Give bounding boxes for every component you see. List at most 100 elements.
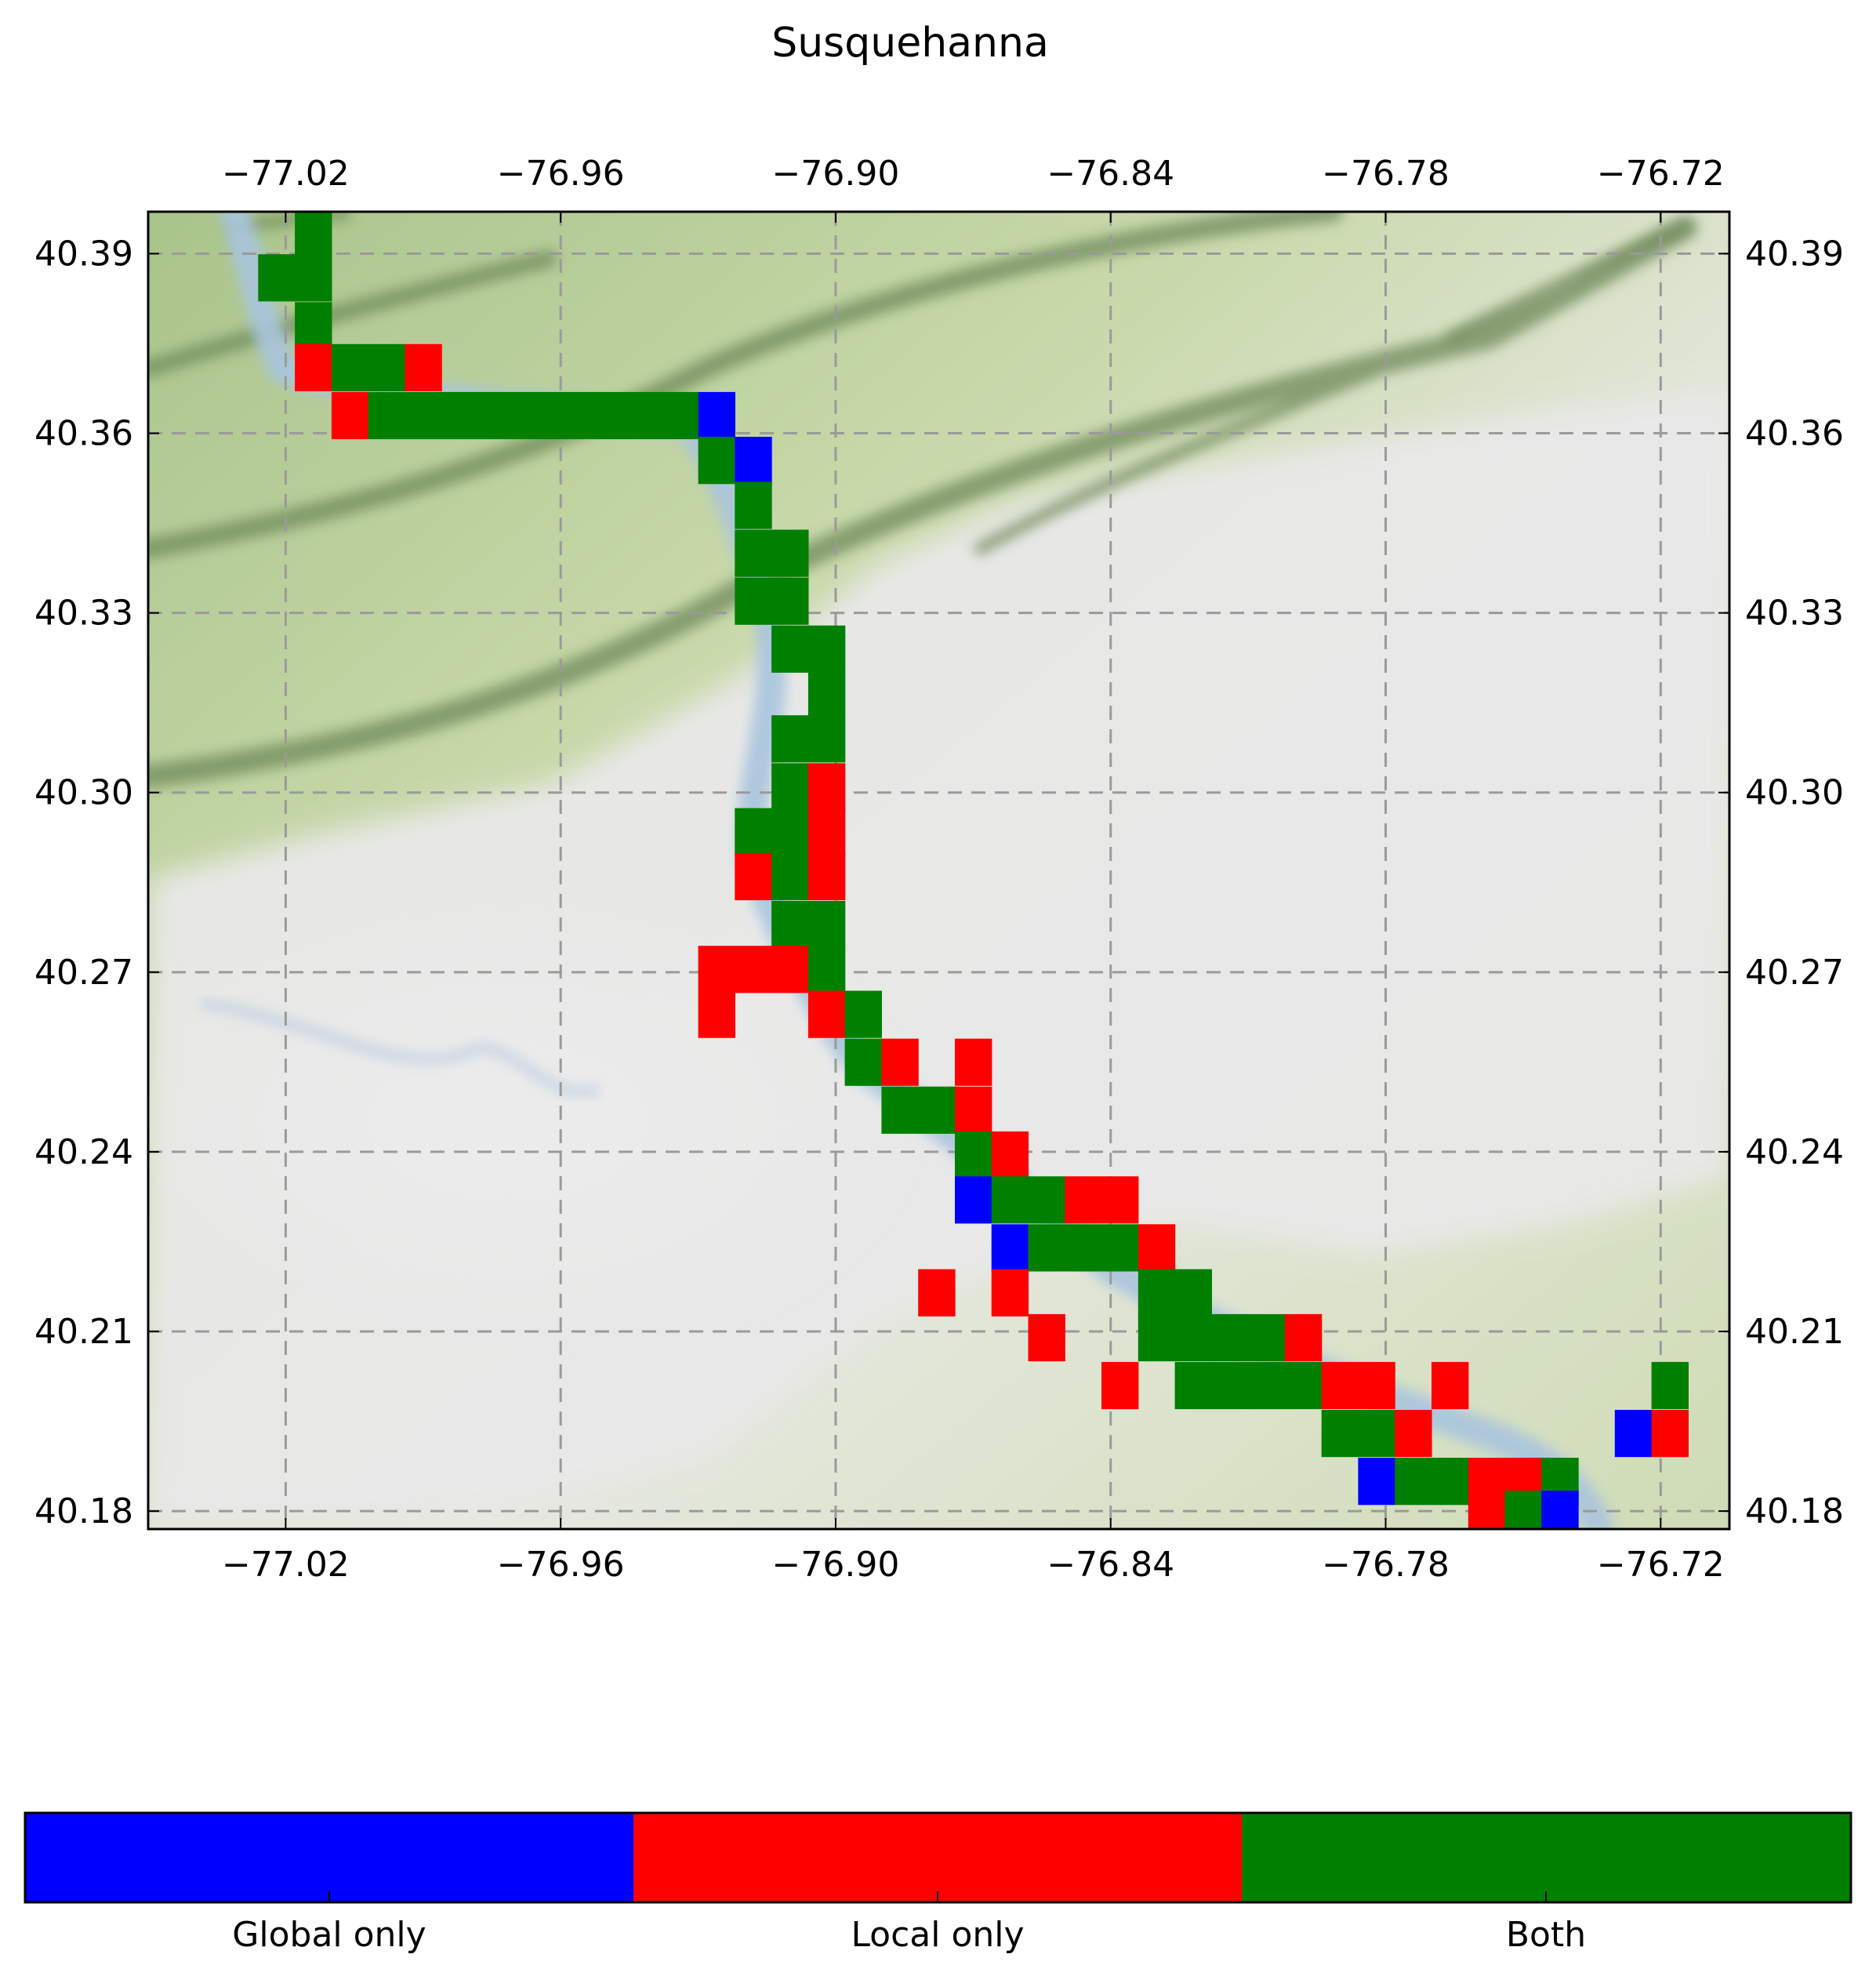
data-cell xyxy=(771,852,809,901)
data-cell xyxy=(698,990,735,1038)
x-tick-label-bottom: −76.84 xyxy=(1047,1545,1174,1585)
x-tick-label-top: −76.90 xyxy=(772,154,900,194)
chart-title: Susquehanna xyxy=(771,20,1049,67)
data-cell xyxy=(918,1269,956,1317)
x-tick-label-top: −76.84 xyxy=(1047,154,1174,194)
data-cell xyxy=(881,1038,919,1086)
data-cell xyxy=(1174,1269,1212,1317)
data-cell xyxy=(735,946,772,993)
data-cell xyxy=(661,391,699,440)
data-cell xyxy=(441,391,479,440)
data-cell xyxy=(1174,1313,1212,1362)
data-cell xyxy=(735,529,772,577)
x-tick-label-bottom: −76.72 xyxy=(1597,1545,1725,1585)
y-tick-label-left: 40.27 xyxy=(34,953,133,993)
data-cell xyxy=(807,715,846,763)
data-cell xyxy=(1651,1361,1689,1410)
data-cells xyxy=(258,212,1689,1529)
colorbar-legend: Global only Local only Both xyxy=(24,1811,1852,1955)
data-cell xyxy=(1651,1410,1689,1458)
data-cell xyxy=(295,343,332,391)
data-cell xyxy=(955,1038,992,1086)
data-cell xyxy=(1395,1410,1432,1458)
y-tick-label-left: 40.39 xyxy=(34,234,133,274)
data-cell xyxy=(1431,1458,1469,1506)
data-cell xyxy=(477,391,516,440)
data-cell xyxy=(1504,1491,1542,1529)
data-cell xyxy=(771,763,809,811)
x-tick-label-top: −76.72 xyxy=(1597,154,1725,194)
y-tick-label-left: 40.33 xyxy=(34,594,133,634)
data-cell xyxy=(1431,1361,1469,1410)
data-cell xyxy=(807,990,846,1038)
data-cell xyxy=(551,391,589,440)
y-axis-right: 40.39 40.36 40.33 40.30 40.27 40.24 40.21 40.18 xyxy=(1745,234,1844,1531)
data-cell xyxy=(1358,1410,1395,1458)
data-cell xyxy=(807,946,846,993)
data-cell xyxy=(1101,1176,1139,1224)
y-tick-label-left: 40.24 xyxy=(34,1132,133,1172)
data-cell xyxy=(1028,1176,1065,1224)
data-cell xyxy=(1028,1224,1065,1272)
x-axis-bottom: −77.02 −76.96 −76.90 −76.84 −76.78 −76.72 xyxy=(222,1545,1725,1585)
data-cell xyxy=(1358,1458,1395,1506)
data-cell xyxy=(807,900,846,949)
data-cell xyxy=(1065,1176,1102,1224)
colorbar-label-both: Both xyxy=(1506,1915,1586,1955)
data-cell xyxy=(955,1131,992,1179)
data-cell xyxy=(1284,1313,1323,1362)
data-cell xyxy=(735,481,772,529)
data-cell xyxy=(1065,1224,1102,1272)
data-cell xyxy=(1541,1491,1579,1529)
x-tick-label-bottom: −76.78 xyxy=(1322,1545,1450,1585)
data-cell xyxy=(698,437,735,485)
data-cell xyxy=(771,715,809,763)
data-cell xyxy=(1101,1224,1139,1272)
colorbar-segment-local xyxy=(633,1813,1242,1902)
data-cell xyxy=(771,625,809,673)
data-cell xyxy=(1211,1361,1249,1410)
data-cell xyxy=(735,437,772,485)
data-cell xyxy=(1174,1361,1212,1410)
x-tick-label-top: −76.96 xyxy=(497,154,625,194)
plot-frame xyxy=(147,210,1731,1531)
colorbar-label-global: Global only xyxy=(232,1915,426,1955)
y-tick-label-right: 40.18 xyxy=(1745,1491,1844,1531)
colorbar-segment-global xyxy=(25,1813,633,1902)
colorbar-segment-both xyxy=(1242,1813,1851,1902)
data-cell xyxy=(698,946,735,993)
y-tick-label-left: 40.30 xyxy=(34,773,133,813)
data-cell xyxy=(771,529,809,577)
data-cell xyxy=(955,1086,992,1134)
data-cell xyxy=(1138,1313,1176,1362)
data-cell xyxy=(735,808,772,855)
data-cell xyxy=(1358,1361,1395,1410)
data-cell xyxy=(735,852,772,901)
data-cell xyxy=(881,1086,919,1134)
data-cell xyxy=(1468,1491,1506,1529)
axis-ticks xyxy=(148,212,1729,1529)
data-cell xyxy=(991,1269,1029,1317)
x-tick-label-bottom: −76.90 xyxy=(772,1545,900,1585)
data-cell xyxy=(295,212,332,257)
data-cell xyxy=(1138,1224,1176,1272)
x-tick-label-bottom: −76.96 xyxy=(497,1545,625,1585)
x-tick-label-top: −77.02 xyxy=(222,154,350,194)
data-cell xyxy=(1211,1313,1249,1362)
y-tick-label-right: 40.36 xyxy=(1745,414,1844,454)
data-cell xyxy=(1028,1313,1065,1362)
data-cell xyxy=(625,391,662,440)
x-axis-top: −77.02 −76.96 −76.90 −76.84 −76.78 −76.72 xyxy=(222,154,1725,194)
data-cell xyxy=(844,1038,882,1086)
y-tick-label-right: 40.30 xyxy=(1745,773,1844,813)
data-cell xyxy=(807,808,846,855)
data-cell xyxy=(368,343,405,391)
data-cell xyxy=(405,343,442,391)
data-cell xyxy=(1321,1361,1359,1410)
y-tick-label-left: 40.21 xyxy=(34,1312,133,1352)
data-cell xyxy=(918,1086,956,1134)
data-cell xyxy=(991,1224,1029,1272)
data-cell xyxy=(807,852,846,901)
data-cell xyxy=(771,900,809,949)
